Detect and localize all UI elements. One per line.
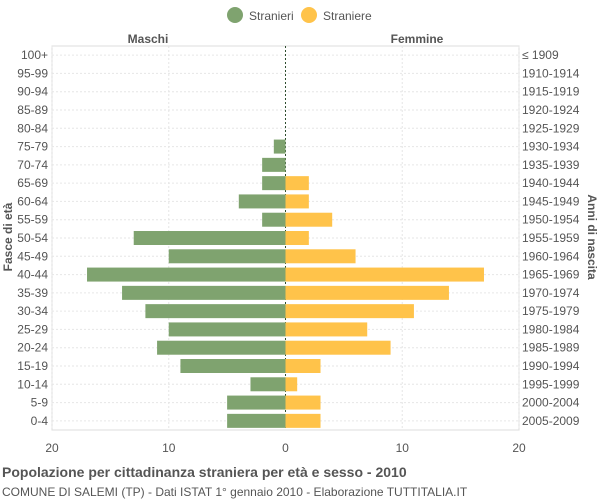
age-group-label: 55-59 <box>17 213 48 227</box>
bar-straniere-10-14 <box>285 377 298 392</box>
birth-year-label: 2000-2004 <box>522 396 580 410</box>
bar-straniere-5-9 <box>285 395 321 410</box>
legend-label-straniere: Straniere <box>323 9 372 23</box>
age-group-label: 45-49 <box>17 249 48 263</box>
bar-straniere-40-44 <box>285 267 484 282</box>
birth-year-label: 1935-1939 <box>522 158 580 172</box>
x-tick-labels: 20 10 0 10 20 <box>45 441 526 455</box>
birth-year-label: 1950-1954 <box>522 213 580 227</box>
birth-year-label: 1975-1979 <box>522 304 580 318</box>
birth-year-label: 1990-1994 <box>522 359 580 373</box>
legend-swatch-straniere <box>301 7 317 23</box>
bar-stranieri-60-64 <box>238 194 286 209</box>
chart-subtitle: COMUNE DI SALEMI (TP) - Dati ISTAT 1° ge… <box>2 485 468 499</box>
birth-year-label: 1980-1984 <box>522 322 580 336</box>
birth-year-label: 1995-1999 <box>522 377 580 391</box>
birth-year-label: ≤ 1909 <box>522 48 559 62</box>
bar-stranieri-20-24 <box>157 340 286 355</box>
age-group-label: 30-34 <box>17 304 48 318</box>
left-header-maschi: Maschi <box>128 32 169 46</box>
bar-stranieri-30-34 <box>145 304 286 319</box>
bar-stranieri-40-44 <box>87 267 286 282</box>
bar-stranieri-10-14 <box>250 377 286 392</box>
birth-year-label: 1970-1974 <box>522 286 580 300</box>
bar-straniere-0-4 <box>285 413 321 428</box>
age-group-label: 10-14 <box>17 377 48 391</box>
birth-year-label: 1940-1944 <box>522 176 580 190</box>
age-group-label: 25-29 <box>17 322 48 336</box>
x-tick-label: 10 <box>162 441 176 455</box>
age-group-label: 5-9 <box>31 396 49 410</box>
bar-straniere-60-64 <box>285 194 309 209</box>
age-group-label: 70-74 <box>17 158 48 172</box>
bar-straniere-55-59 <box>285 212 333 227</box>
bar-stranieri-55-59 <box>262 212 286 227</box>
birth-year-label: 1960-1964 <box>522 249 580 263</box>
age-group-label: 80-84 <box>17 121 48 135</box>
birth-year-label: 1955-1959 <box>522 231 580 245</box>
bar-straniere-65-69 <box>285 176 309 191</box>
age-group-label: 60-64 <box>17 194 48 208</box>
bar-straniere-35-39 <box>285 285 449 300</box>
bar-straniere-25-29 <box>285 322 368 337</box>
birth-year-label: 1985-1989 <box>522 341 580 355</box>
legend-label-stranieri: Stranieri <box>249 9 294 23</box>
bar-stranieri-5-9 <box>227 395 286 410</box>
age-group-label: 95-99 <box>17 66 48 80</box>
right-header-femmine: Femmine <box>391 32 444 46</box>
bar-straniere-30-34 <box>285 304 414 319</box>
y-axis-label-left: Fasce di età <box>1 202 15 271</box>
bar-stranieri-15-19 <box>180 359 286 373</box>
age-group-label: 20-24 <box>17 341 48 355</box>
bar-stranieri-70-74 <box>262 157 286 172</box>
y-axis-label-right: Anni di nascita <box>585 194 599 280</box>
bar-stranieri-65-69 <box>262 176 286 191</box>
x-tick-label: 0 <box>282 441 289 455</box>
birth-year-label: 1965-1969 <box>522 268 580 282</box>
age-group-labels: 100+ 95-99 90-94 85-89 80-84 75-79 70-74 65-69 6… <box>17 48 48 428</box>
x-tick-label: 20 <box>45 441 59 455</box>
age-group-label: 40-44 <box>17 268 48 282</box>
x-tick-label: 20 <box>512 441 526 455</box>
bar-straniere-50-54 <box>285 231 309 245</box>
x-tick-label: 10 <box>396 441 410 455</box>
bar-stranieri-75-79 <box>273 139 286 154</box>
age-group-label: 50-54 <box>17 231 48 245</box>
bar-stranieri-45-49 <box>168 249 286 264</box>
legend: Stranieri Straniere <box>227 7 372 23</box>
bars <box>87 139 484 428</box>
age-group-label: 85-89 <box>17 103 48 117</box>
birth-year-label: 1915-1919 <box>522 85 580 99</box>
birth-year-label: 1920-1924 <box>522 103 580 117</box>
age-group-label: 75-79 <box>17 140 48 154</box>
bar-stranieri-0-4 <box>227 413 286 428</box>
age-group-label: 0-4 <box>31 414 49 428</box>
birth-year-label: 1945-1949 <box>522 194 580 208</box>
bar-stranieri-35-39 <box>122 285 286 300</box>
chart-title: Popolazione per cittadinanza straniera p… <box>2 464 407 480</box>
birth-year-labels: ≤ 1909 1910-1914 1915-1919 1920-1924 1925-19… <box>522 48 580 428</box>
legend-swatch-stranieri <box>227 7 243 23</box>
birth-year-label: 1925-1929 <box>522 121 580 135</box>
bar-straniere-45-49 <box>285 249 356 264</box>
age-group-label: 15-19 <box>17 359 48 373</box>
age-group-label: 90-94 <box>17 85 48 99</box>
age-group-label: 35-39 <box>17 286 48 300</box>
bar-straniere-20-24 <box>285 340 391 355</box>
birth-year-label: 2005-2009 <box>522 414 580 428</box>
age-group-label: 65-69 <box>17 176 48 190</box>
bar-stranieri-50-54 <box>133 231 286 245</box>
birth-year-label: 1930-1934 <box>522 140 580 154</box>
bar-stranieri-25-29 <box>168 322 286 337</box>
bar-straniere-15-19 <box>285 359 321 373</box>
birth-year-label: 1910-1914 <box>522 66 580 80</box>
age-group-label: 100+ <box>21 48 48 62</box>
